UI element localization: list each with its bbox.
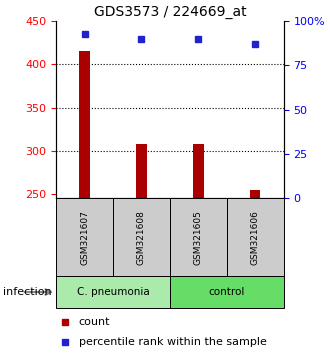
Bar xyxy=(170,198,227,276)
Bar xyxy=(193,144,204,198)
Text: GSM321606: GSM321606 xyxy=(251,210,260,265)
Title: GDS3573 / 224669_at: GDS3573 / 224669_at xyxy=(94,5,246,19)
Bar xyxy=(56,276,170,308)
Bar xyxy=(227,198,284,276)
Text: count: count xyxy=(79,318,110,327)
Bar xyxy=(136,144,147,198)
Text: GSM321608: GSM321608 xyxy=(137,210,146,265)
Text: C. pneumonia: C. pneumonia xyxy=(77,287,149,297)
Bar xyxy=(250,190,260,198)
Text: percentile rank within the sample: percentile rank within the sample xyxy=(79,337,267,347)
Bar xyxy=(56,198,113,276)
Text: GSM321605: GSM321605 xyxy=(194,210,203,265)
Bar xyxy=(170,276,284,308)
Text: control: control xyxy=(209,287,245,297)
Text: GSM321607: GSM321607 xyxy=(80,210,89,265)
Bar xyxy=(113,198,170,276)
Bar xyxy=(80,51,90,198)
Text: infection: infection xyxy=(3,287,52,297)
